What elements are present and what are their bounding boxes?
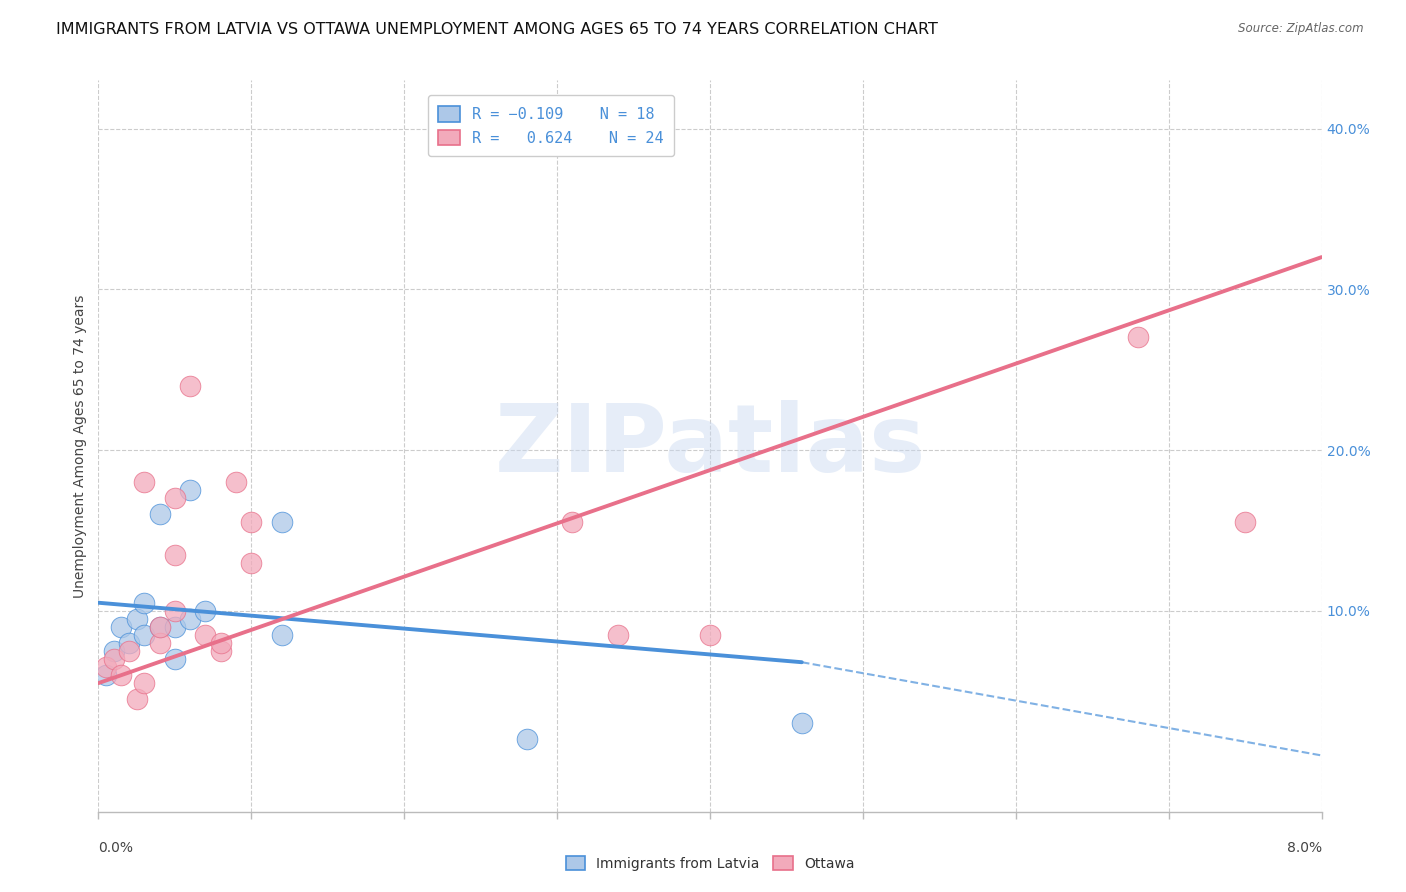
Point	[163, 652, 186, 666]
Point	[149, 636, 172, 650]
Point	[179, 483, 201, 498]
Point	[125, 612, 148, 626]
Point	[270, 628, 294, 642]
Y-axis label: Unemployment Among Ages 65 to 74 years: Unemployment Among Ages 65 to 74 years	[73, 294, 87, 598]
Point	[179, 612, 201, 626]
Point	[125, 692, 148, 706]
Point	[561, 516, 583, 530]
Text: IMMIGRANTS FROM LATVIA VS OTTAWA UNEMPLOYMENT AMONG AGES 65 TO 74 YEARS CORRELAT: IMMIGRANTS FROM LATVIA VS OTTAWA UNEMPLO…	[56, 22, 938, 37]
Point	[179, 378, 201, 392]
Point	[163, 548, 186, 562]
Point	[149, 620, 172, 634]
Point	[163, 604, 186, 618]
Point	[225, 475, 247, 490]
Text: 8.0%: 8.0%	[1286, 840, 1322, 855]
Point	[516, 732, 538, 747]
Point	[94, 660, 117, 674]
Text: 0.0%: 0.0%	[98, 840, 134, 855]
Point	[194, 628, 217, 642]
Point	[209, 644, 232, 658]
Point	[110, 668, 132, 682]
Point	[240, 556, 263, 570]
Point	[240, 516, 263, 530]
Point	[699, 628, 721, 642]
Point	[607, 628, 630, 642]
Point	[94, 668, 117, 682]
Point	[118, 636, 141, 650]
Point	[163, 491, 186, 506]
Point	[149, 620, 172, 634]
Point	[118, 644, 141, 658]
Point	[134, 475, 156, 490]
Point	[110, 620, 132, 634]
Point	[790, 716, 813, 731]
Point	[194, 604, 217, 618]
Text: Source: ZipAtlas.com: Source: ZipAtlas.com	[1239, 22, 1364, 36]
Point	[134, 628, 156, 642]
Point	[1234, 516, 1257, 530]
Point	[103, 644, 125, 658]
Point	[134, 596, 156, 610]
Text: ZIPatlas: ZIPatlas	[495, 400, 925, 492]
Legend: Immigrants from Latvia, Ottawa: Immigrants from Latvia, Ottawa	[558, 849, 862, 878]
Point	[1128, 330, 1150, 344]
Point	[149, 508, 172, 522]
Point	[209, 636, 232, 650]
Point	[270, 516, 294, 530]
Point	[134, 676, 156, 690]
Point	[163, 620, 186, 634]
Point	[103, 652, 125, 666]
